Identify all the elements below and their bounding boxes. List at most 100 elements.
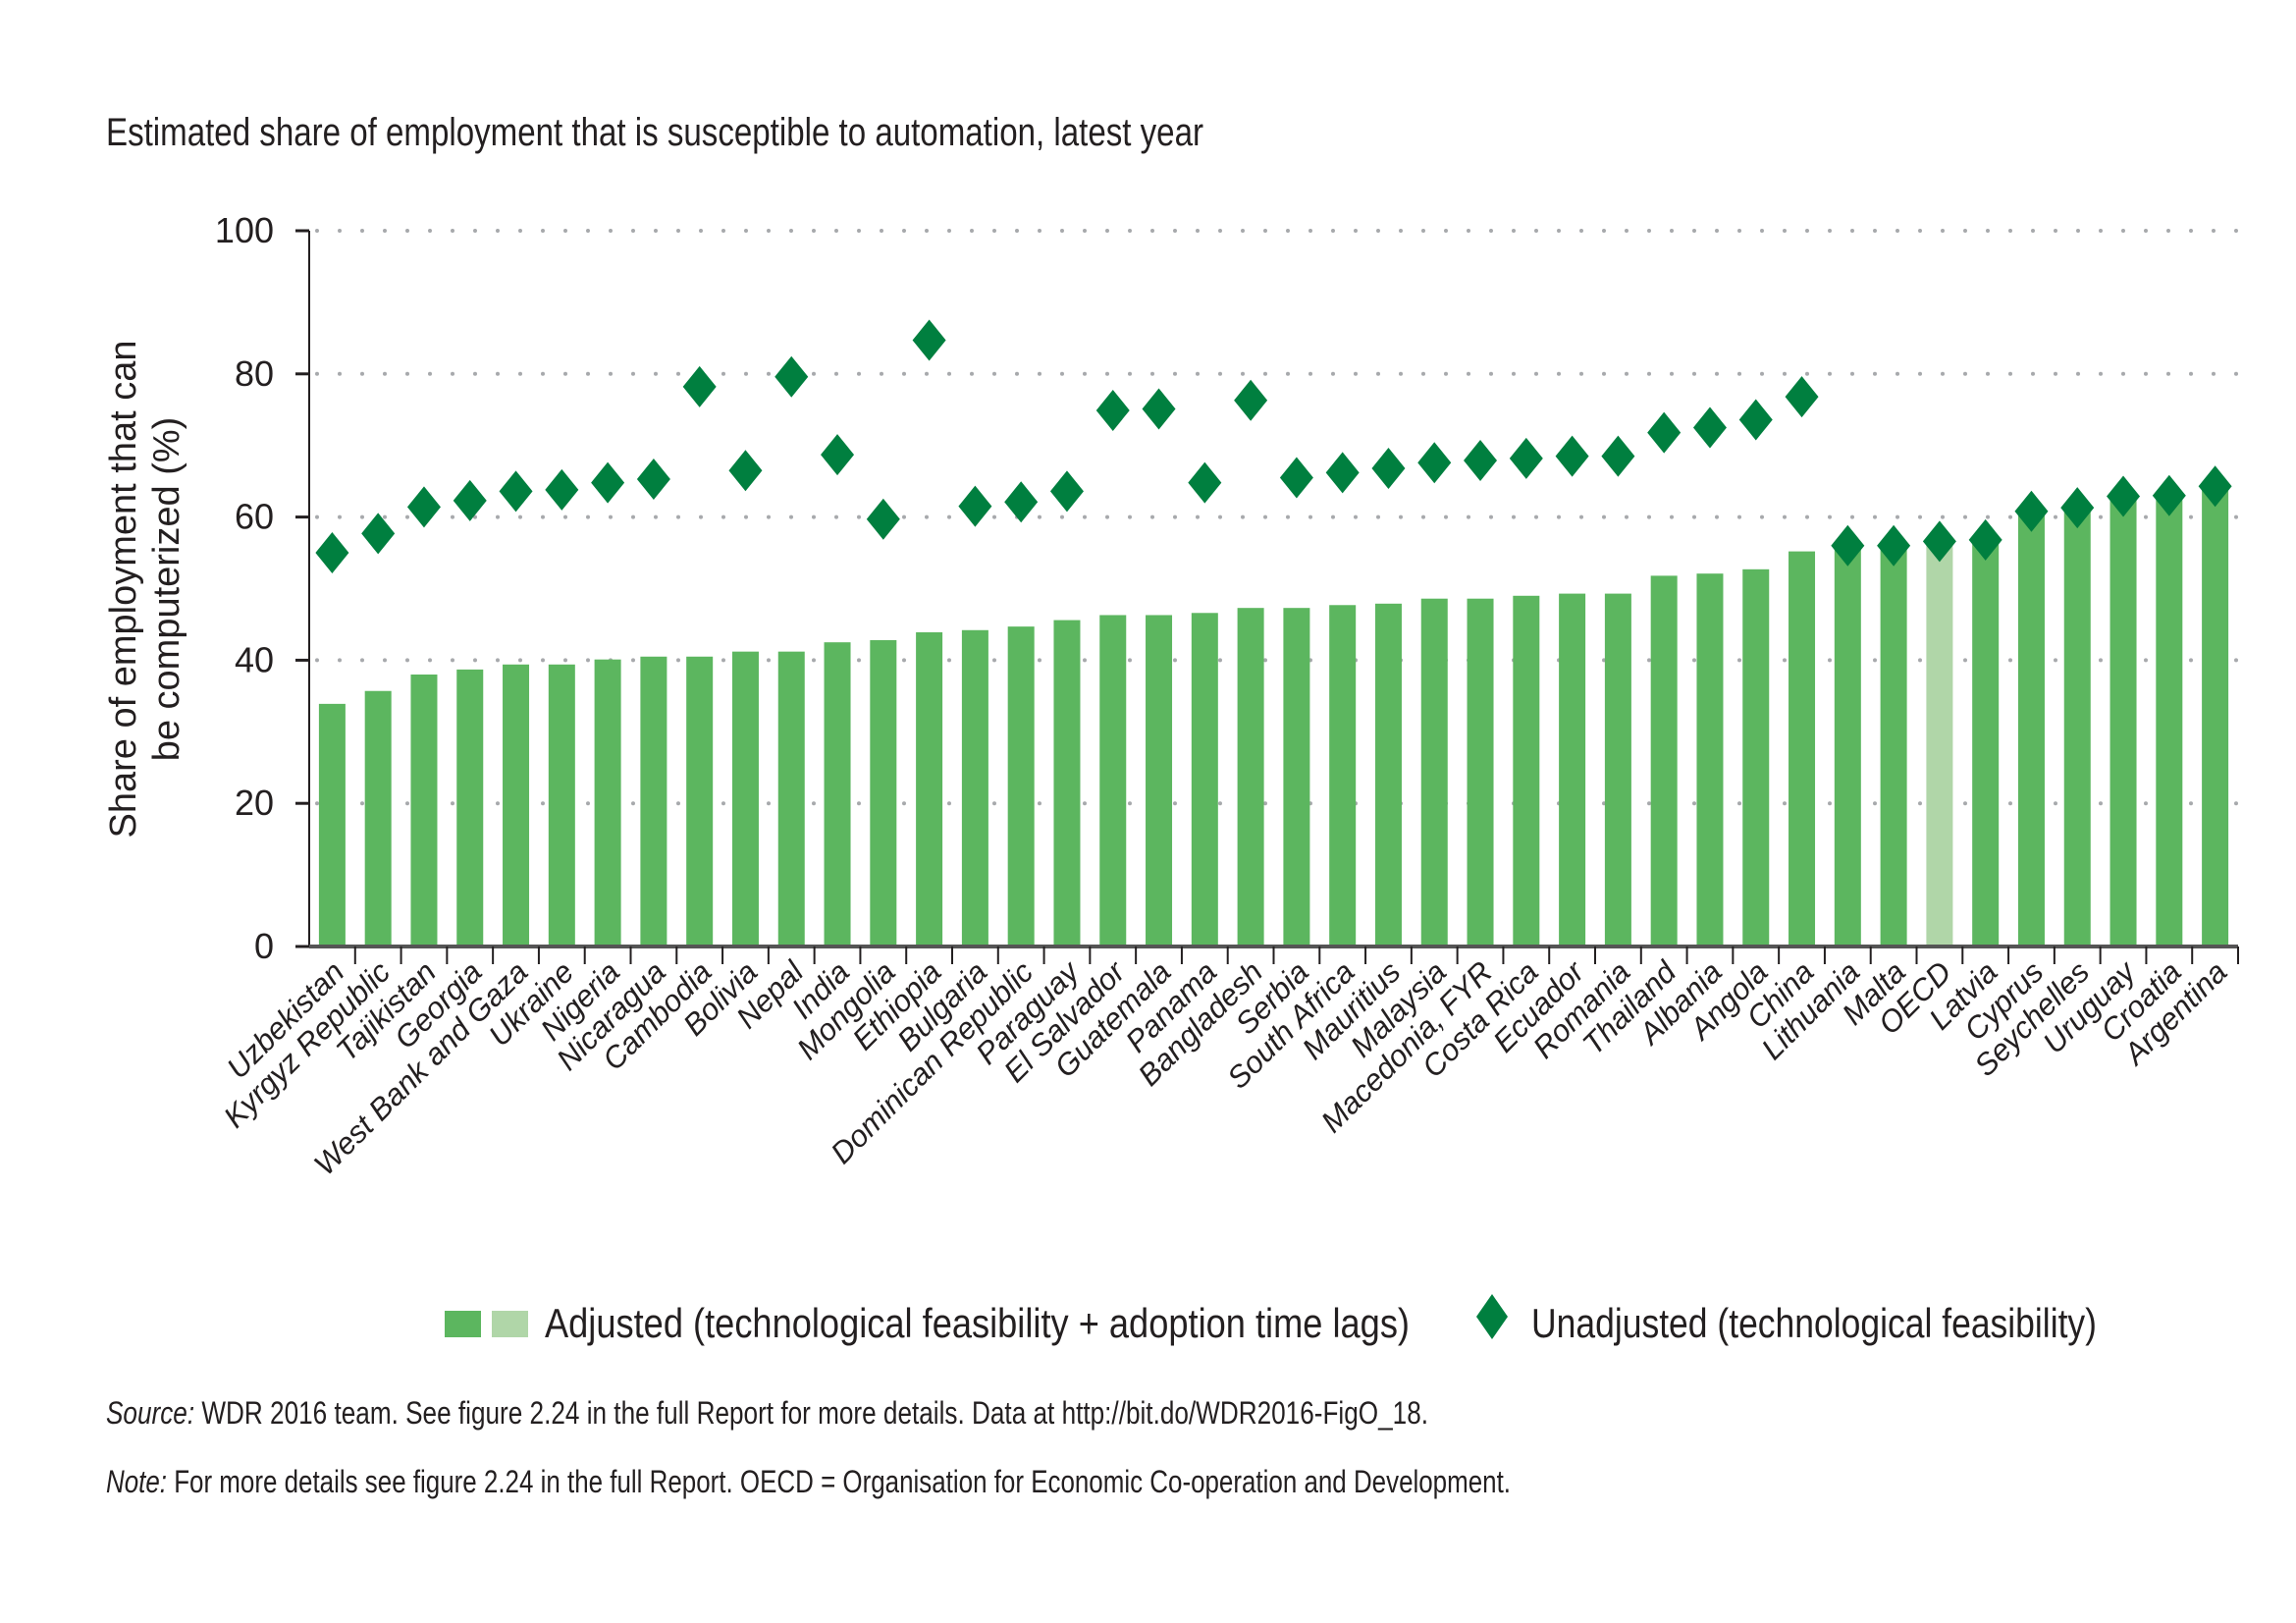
diamond-ecuador: [1555, 435, 1589, 477]
diamond-costa-rica: [1509, 437, 1543, 479]
bar-nepal: [777, 651, 805, 947]
legend-swatch-adjusted-oecd: [492, 1311, 528, 1337]
bar-ecuador: [1559, 593, 1586, 947]
diamond-angola: [1738, 399, 1773, 441]
diamond-argentina: [2198, 465, 2232, 508]
bar-bangladesh: [1237, 608, 1264, 947]
diamond-dominican-republic: [1004, 481, 1039, 523]
diamond-georgia: [453, 479, 487, 521]
y-axis-label-line-1: Share of employment that can: [103, 341, 144, 839]
bar-thailand: [1650, 575, 1678, 947]
bar-ethiopia: [916, 631, 943, 947]
legend: Adjusted (technological feasibility + ad…: [445, 1294, 2097, 1346]
y-tick-label: 100: [215, 210, 274, 250]
bar-mongolia: [870, 639, 897, 947]
bar-uruguay: [2109, 499, 2137, 947]
bar-dominican-republic: [1007, 626, 1035, 947]
diamond-guatemala: [1142, 388, 1176, 430]
legend-label-adjusted: Adjusted (technological feasibility + ad…: [545, 1300, 1410, 1346]
bar-nicaragua: [640, 656, 667, 947]
y-axis-label: Share of employment that can be computer…: [103, 341, 187, 839]
diamond-bulgaria: [958, 485, 992, 527]
diamond-mongolia: [866, 498, 900, 540]
bar-cyprus: [2017, 514, 2045, 947]
bars: [318, 488, 2229, 947]
diamond-malaysia: [1417, 442, 1452, 484]
bar-latvia: [1972, 542, 2000, 947]
diamond-serbia: [1279, 457, 1313, 499]
bar-georgia: [456, 669, 484, 947]
diamond-paraguay: [1049, 470, 1084, 513]
diamond-tajikistan: [406, 486, 441, 528]
bar-argentina: [2202, 488, 2229, 947]
bar-bolivia: [731, 651, 759, 947]
bar-costa-rica: [1513, 595, 1540, 947]
bar-guatemala: [1146, 615, 1173, 947]
y-axis-label-line-2: be computerized (%): [146, 417, 187, 762]
diamond-thailand: [1647, 411, 1682, 454]
bar-romania: [1604, 593, 1631, 947]
diamond-south-africa: [1325, 452, 1360, 494]
y-tick-label: 40: [235, 639, 274, 679]
diamond-nicaragua: [636, 458, 670, 500]
bar-seychelles: [2063, 510, 2091, 947]
bar-serbia: [1283, 608, 1310, 947]
bar-croatia: [2156, 497, 2183, 947]
bar-lithuania: [1834, 545, 1861, 947]
bar-ukraine: [548, 664, 575, 947]
diamond-ethiopia: [912, 319, 946, 361]
diamond-china: [1785, 376, 1819, 418]
note-label: Note:: [106, 1464, 167, 1499]
diamond-lithuania: [1831, 524, 1865, 567]
y-tick-label: 0: [254, 926, 274, 966]
chart-title: Estimated share of employment that is su…: [106, 111, 1203, 154]
diamond-seychelles: [2060, 487, 2095, 529]
bar-malta: [1880, 545, 1907, 947]
diamond-latvia: [1968, 518, 2002, 561]
bar-macedonia-fyr: [1467, 598, 1494, 947]
note-text: For more details see figure 2.24 in the …: [167, 1464, 1511, 1499]
bar-south-africa: [1329, 605, 1357, 947]
diamond-bolivia: [728, 450, 763, 492]
legend-diamond-icon: [1476, 1294, 1508, 1339]
diamond-uruguay: [2107, 475, 2141, 517]
diamond-macedonia-fyr: [1464, 440, 1498, 482]
diamond-kyrgyz-republic: [361, 513, 396, 555]
y-tick-label: 80: [235, 353, 274, 394]
y-tick-label: 20: [235, 783, 274, 823]
diamond-india: [821, 434, 855, 476]
y-tick-labels: 0 20 40 60 80 100: [215, 210, 274, 966]
legend-label-unadjusted: Unadjusted (technological feasibility): [1531, 1300, 2097, 1346]
y-tick-label: 60: [235, 497, 274, 537]
axes: [295, 229, 2239, 964]
bar-tajikistan: [410, 674, 438, 947]
diamond-nigeria: [591, 461, 625, 504]
diamond-cambodia: [682, 365, 717, 407]
diamond-panama: [1188, 461, 1222, 504]
bar-india: [824, 642, 851, 947]
diamond-west-bank-and-gaza: [499, 470, 533, 513]
bar-oecd: [1926, 542, 1953, 947]
bar-paraguay: [1053, 620, 1081, 947]
source-label: Source:: [106, 1395, 194, 1431]
diamond-bangladesh: [1234, 379, 1268, 421]
source-text: WDR 2016 team. See figure 2.24 in the fu…: [194, 1395, 1428, 1431]
bar-el-salvador: [1099, 615, 1127, 947]
diamonds: [315, 319, 2232, 574]
diamond-mauritius: [1371, 448, 1406, 490]
bar-bulgaria: [961, 629, 988, 947]
bar-cambodia: [686, 656, 714, 947]
bar-albania: [1696, 573, 1724, 947]
diamond-uzbekistan: [315, 532, 349, 574]
bar-panama: [1191, 613, 1218, 947]
diamond-romania: [1601, 435, 1635, 477]
diamond-croatia: [2152, 474, 2186, 516]
bar-west-bank-and-gaza: [503, 664, 530, 947]
bar-nigeria: [594, 659, 621, 947]
diamond-albania: [1692, 406, 1727, 449]
bar-uzbekistan: [318, 703, 346, 947]
legend-swatch-adjusted: [445, 1311, 481, 1337]
bar-angola: [1742, 568, 1770, 947]
